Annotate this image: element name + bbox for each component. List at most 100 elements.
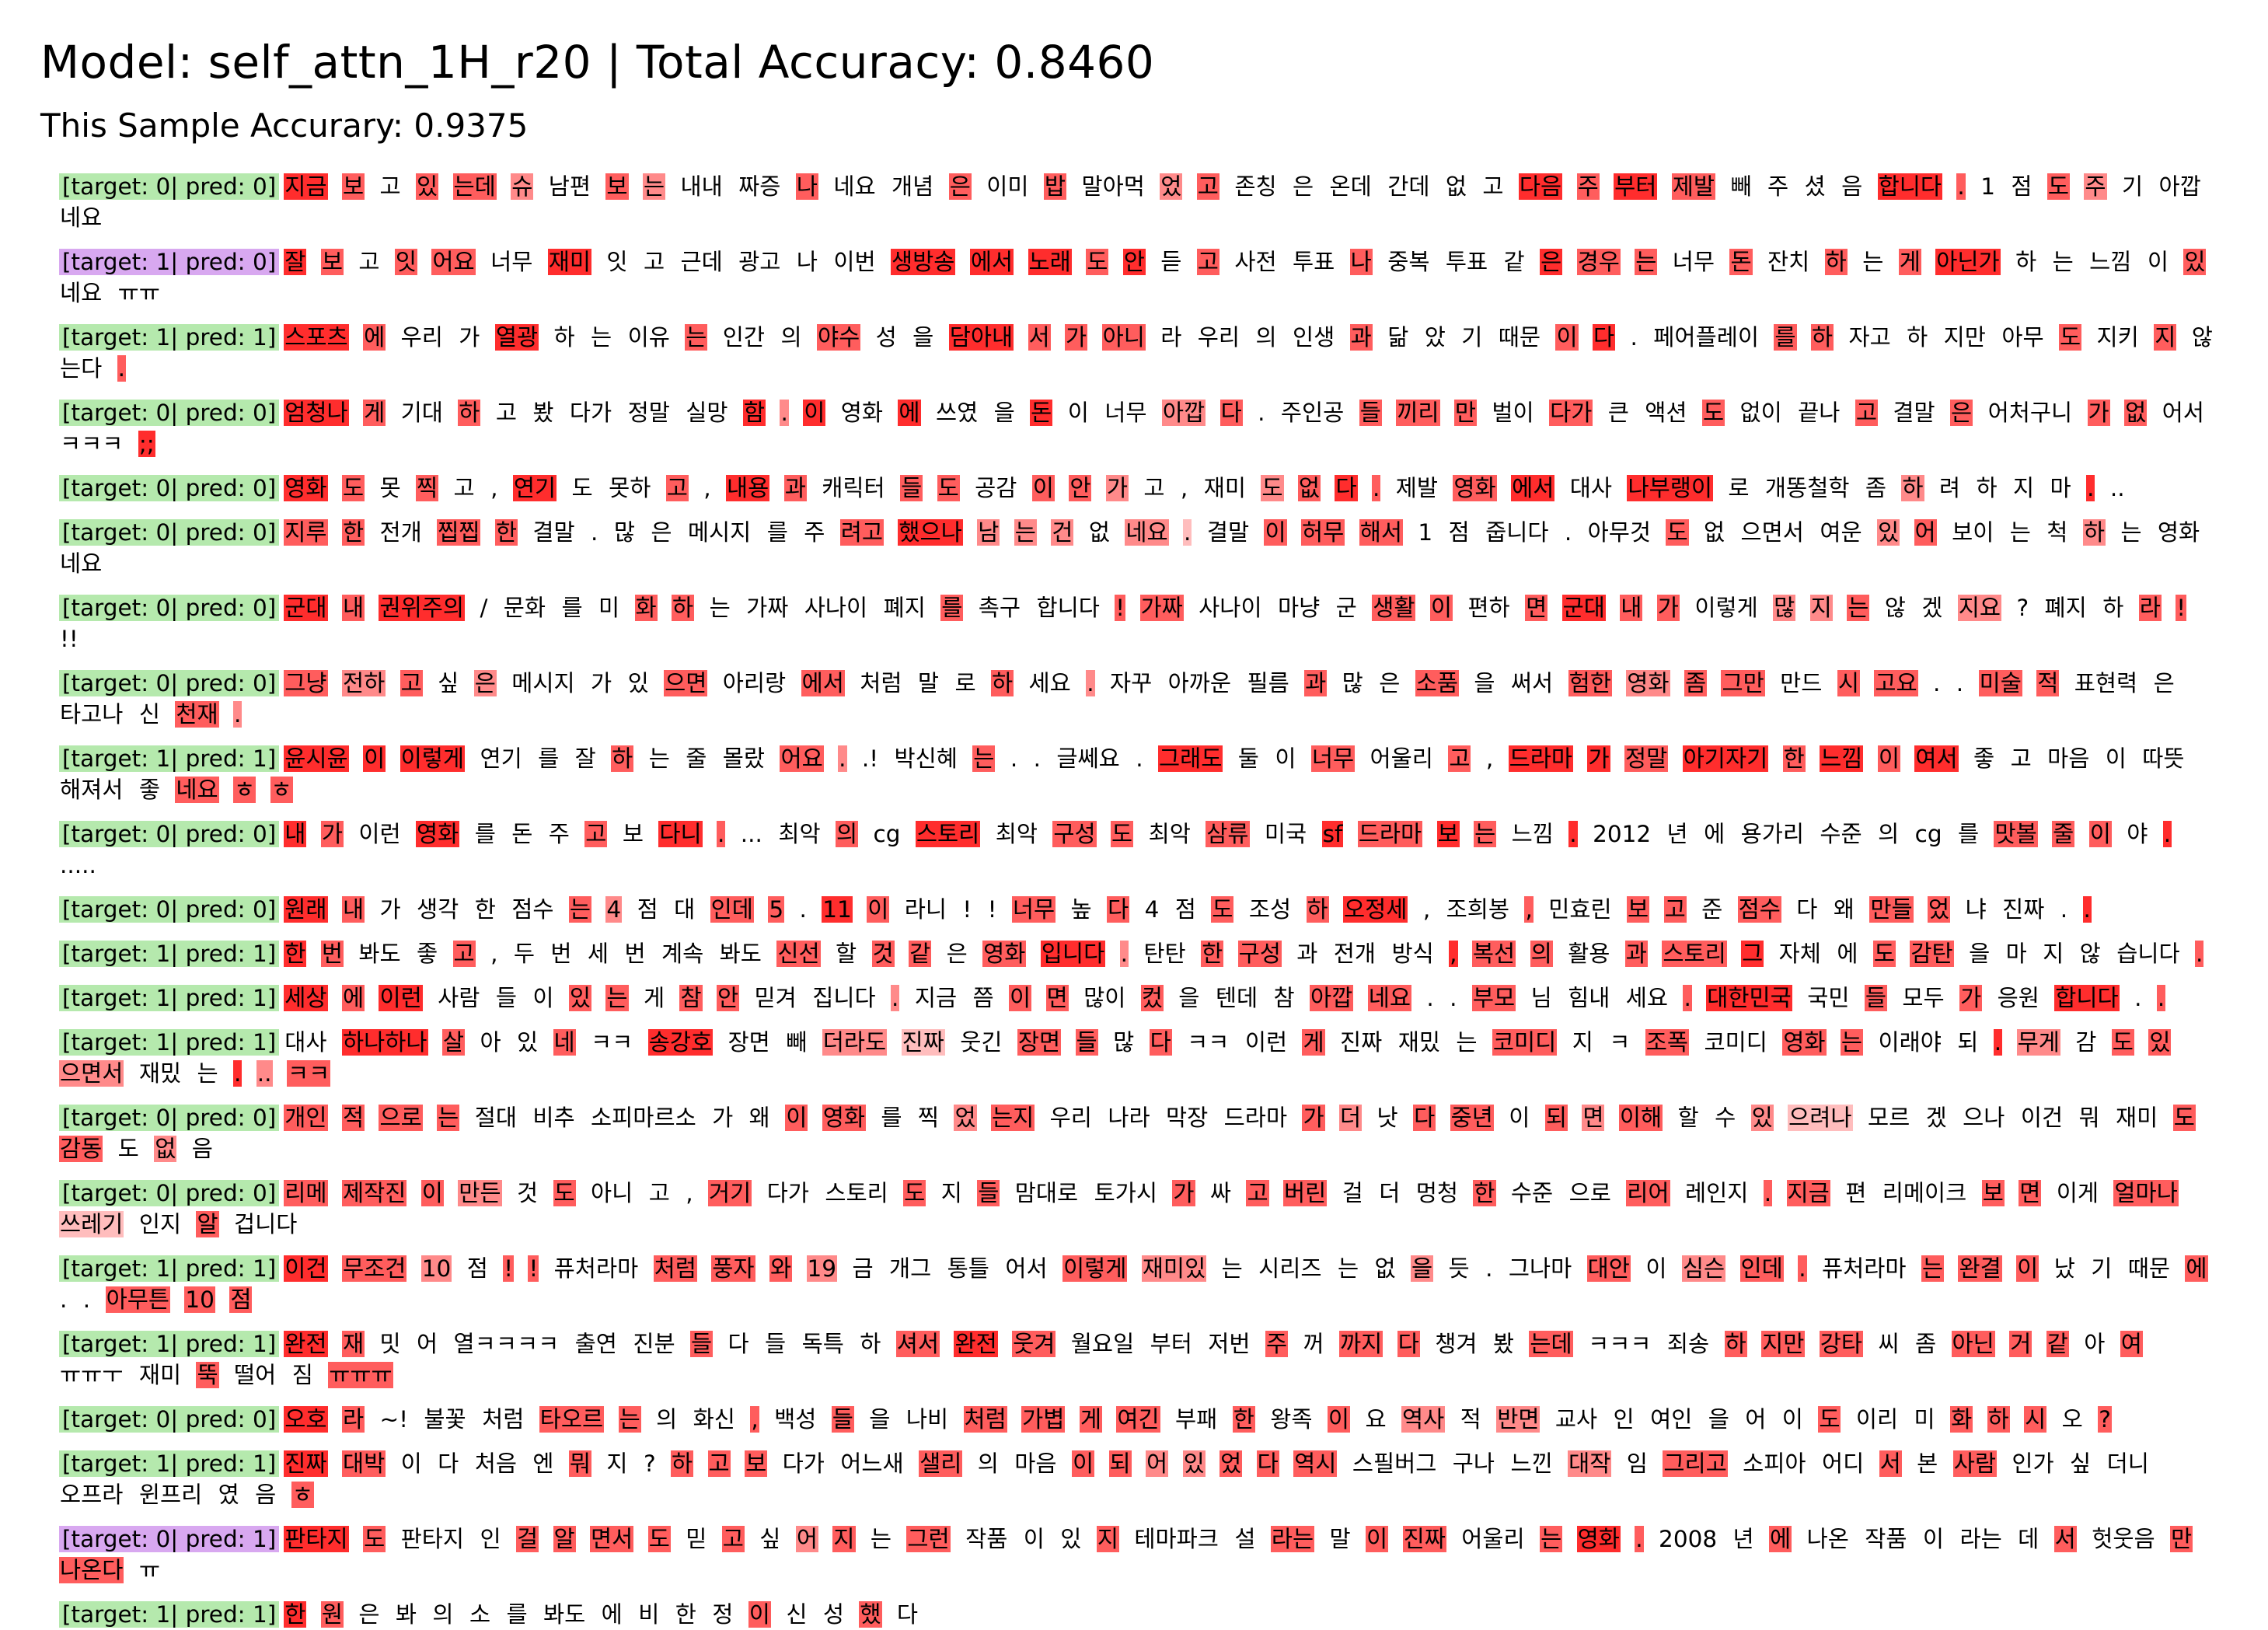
attention-token: 노래: [1028, 249, 1072, 275]
attention-token: 은: [473, 670, 497, 696]
attention-token: 아닌: [1951, 1331, 1995, 1357]
attention-token: 번: [624, 941, 646, 967]
attention-token: 여인: [1650, 1406, 1693, 1433]
attention-token: ,: [490, 941, 498, 967]
attention-token: .: [233, 1060, 243, 1087]
attention-token: 그나마: [1508, 1255, 1572, 1282]
attention-token: !: [528, 1255, 539, 1282]
attention-token: 라: [1160, 324, 1182, 351]
attention-token: 었: [1160, 173, 1183, 200]
attention-token: 내: [1620, 595, 1643, 621]
attention-token: 를: [940, 595, 964, 621]
attention-token: .: [1450, 985, 1457, 1011]
attention-token: .: [1136, 745, 1143, 772]
attention-token: 좋: [417, 941, 438, 967]
attention-token: 폐지: [2044, 595, 2087, 621]
attention-token: .: [1798, 1255, 1807, 1282]
attention-token: 이: [1023, 1526, 1045, 1552]
attention-token: 씨: [1878, 1331, 1900, 1357]
attention-token: 빼: [1730, 173, 1752, 200]
attention-token: 어울리: [1370, 745, 1433, 772]
attention-token: 보: [745, 1450, 768, 1477]
attention-token: 우리: [400, 324, 443, 351]
attention-token: 재미: [547, 249, 592, 275]
attention-token: 소피마르소: [591, 1105, 696, 1131]
attention-token: 쓰였: [935, 400, 979, 426]
attention-token: 고: [453, 475, 475, 501]
attention-token: 가: [1065, 324, 1088, 351]
sample-row: [target: 0| pred: 0] 엄청나 게 기대 하 고 봤 다가 정말…: [59, 397, 2228, 459]
attention-token: 잇: [606, 249, 628, 275]
attention-token: 여서: [1914, 745, 1959, 772]
attention-token: 는다: [60, 355, 103, 382]
attention-token: 다: [1796, 896, 1818, 923]
attention-token: 말: [1329, 1526, 1351, 1552]
attention-token: 왕족: [1270, 1406, 1313, 1433]
attention-token: 점: [637, 896, 658, 923]
attention-token: !!: [60, 626, 79, 652]
attention-token: 이렇게: [1694, 595, 1758, 621]
attention-token: 하: [611, 745, 634, 772]
attention-token: 이: [1781, 1406, 1803, 1433]
attention-token: 담아내: [948, 324, 1014, 351]
attention-token: 느낀: [1510, 1450, 1553, 1477]
attention-token: 이: [1264, 519, 1287, 546]
attention-token: 년: [1666, 821, 1688, 847]
attention-token: 부터: [1614, 173, 1658, 200]
sample-row: [target: 1| pred: 1] 스포츠 에 우리 가 열광 하 는 이유…: [59, 322, 2228, 384]
attention-token: 대안: [1586, 1255, 1631, 1282]
attention-token: 기: [1461, 324, 1483, 351]
attention-token: 듯: [1448, 1255, 1470, 1282]
attention-token: 많이: [1083, 985, 1126, 1011]
prediction-label: [target: 0| pred: 0]: [59, 595, 280, 621]
attention-token: 스토리: [915, 821, 981, 847]
attention-token: 오프라: [60, 1482, 124, 1508]
attention-token: 참: [1273, 985, 1295, 1011]
attention-token: 할: [1677, 1105, 1699, 1131]
attention-token: .: [838, 745, 847, 772]
attention-token: .: [891, 985, 900, 1011]
attention-token: 는: [2120, 519, 2142, 546]
attention-token: 으면서: [1740, 519, 1804, 546]
attention-token: 점: [1448, 519, 1470, 546]
attention-token: 자체: [1778, 941, 1821, 967]
attention-token: 왜: [1833, 896, 1855, 923]
attention-token: 엔: [532, 1450, 554, 1477]
attention-token: 를: [766, 519, 788, 546]
attention-token: 힘내: [1568, 985, 1610, 1011]
attention-token: 은: [2153, 670, 2175, 696]
attention-token: 재밌: [138, 1060, 182, 1087]
attention-token: 이: [1429, 595, 1453, 621]
attention-token: .: [1933, 670, 1941, 696]
attention-token: 고: [643, 249, 665, 275]
attention-token: 나라: [1108, 1105, 1150, 1131]
attention-token: ?: [2016, 595, 2029, 621]
attention-token: 수준: [1820, 821, 1862, 847]
attention-token: 은: [651, 519, 672, 546]
attention-token: 엄청나: [284, 400, 349, 426]
prediction-label: [target: 1| pred: 1]: [59, 324, 280, 351]
attention-token: 안: [717, 985, 740, 1011]
attention-token: 둘: [1237, 745, 1259, 772]
attention-token: 텐데: [1215, 985, 1258, 1011]
attention-token: 제발: [1395, 475, 1439, 501]
attention-token: 출연: [574, 1331, 617, 1357]
prediction-label: [target: 1| pred: 1]: [59, 1331, 280, 1357]
attention-token: 권위주의: [379, 595, 466, 621]
attention-token: 표현력: [2074, 670, 2138, 696]
attention-token: 대사: [1569, 475, 1613, 501]
attention-token: ㅋㅋ: [591, 1029, 633, 1056]
attention-token: 다가: [766, 1180, 809, 1206]
attention-token: 찍: [917, 1105, 940, 1131]
attention-token: 쯤: [972, 985, 994, 1011]
attention-token: 나온다: [59, 1557, 124, 1583]
attention-token: 기대: [400, 400, 443, 426]
attention-token: 도: [2046, 173, 2071, 200]
attention-token: 역시: [1293, 1450, 1338, 1477]
attention-token: 이: [748, 1601, 771, 1628]
attention-token: 돈: [1729, 249, 1753, 275]
attention-token: ㅠ: [138, 1557, 160, 1583]
attention-token: 오정세: [1343, 896, 1408, 923]
attention-token: 는: [1456, 1029, 1478, 1056]
attention-token: 함: [742, 400, 766, 426]
